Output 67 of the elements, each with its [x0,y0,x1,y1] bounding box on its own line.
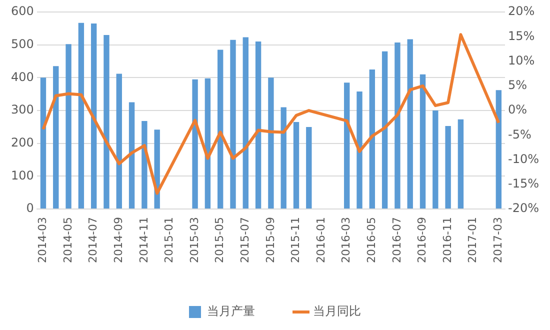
bar [356,91,362,209]
x-tick-label: 2014-05 [61,217,74,264]
x-tick-label: 2017-01 [466,217,480,264]
bar [268,78,274,209]
y-tick-label: 0 [26,201,34,216]
x-tick-label: 2014-09 [112,217,125,264]
bar [344,82,350,209]
y-tick-label: 400 [11,70,34,84]
bar [90,23,97,209]
bar [53,66,59,209]
y-tick-label: 600 [11,4,34,18]
bar [40,78,46,209]
y2-tick-label: -5% [508,127,532,142]
bar [306,126,312,209]
legend-label: 当月产量 [207,304,255,318]
bar [407,39,413,209]
bar [394,42,400,209]
bar [369,69,376,209]
x-tick-label: 2016-11 [440,217,454,264]
bar [496,90,502,209]
x-tick-label: 2016-09 [416,217,429,264]
bar [218,50,224,209]
bar [66,44,72,209]
bar [382,51,388,209]
bar [104,34,110,209]
x-tick-label: 2015-07 [238,217,252,264]
y-tick-label: 100 [11,168,34,182]
bar [78,22,84,209]
y2-tick-label: -20% [508,201,540,216]
y2-tick-label: 5% [508,78,528,92]
x-tick-label: 2014-03 [36,217,50,264]
bar [458,119,464,209]
y2-tick-label: 10% [508,53,535,68]
y2-tick-label: 20% [508,4,535,18]
x-tick-label: 2014-11 [137,217,150,264]
x-tick-label: 2017-03 [492,217,505,264]
x-tick-label: 2016-05 [365,217,378,264]
x-tick-label: 2015-11 [289,217,302,264]
y-tick-label: 200 [11,135,34,150]
bar [230,40,236,209]
x-tick-label: 2016-01 [314,217,328,264]
y-tick-label: 500 [11,36,34,51]
x-tick-label: 2015-03 [188,217,201,264]
bar [420,74,426,209]
bar [280,107,286,209]
bar [255,42,262,209]
bar [142,121,148,209]
x-tick-label: 2015-01 [162,217,176,264]
bar [116,74,122,209]
bar [432,110,438,209]
y2-tick-label: 0% [508,102,528,117]
y2-tick-label: 15% [508,28,535,43]
x-tick-label: 2016-03 [340,217,353,264]
bar [192,79,198,209]
x-tick-label: 2015-05 [213,217,226,264]
bar [128,102,135,209]
x-tick-label: 2014-07 [86,217,100,264]
bar [445,126,451,209]
bar [204,78,211,209]
x-tick-label: 2016-07 [390,217,404,264]
x-tick-label: 2015-09 [264,217,277,264]
y2-tick-label: -10% [508,152,540,166]
y-tick-label: 300 [11,102,34,117]
bar [293,122,300,209]
bar [242,37,248,209]
y2-tick-label: -15% [508,176,540,191]
legend-label: 当月同比 [313,304,361,318]
